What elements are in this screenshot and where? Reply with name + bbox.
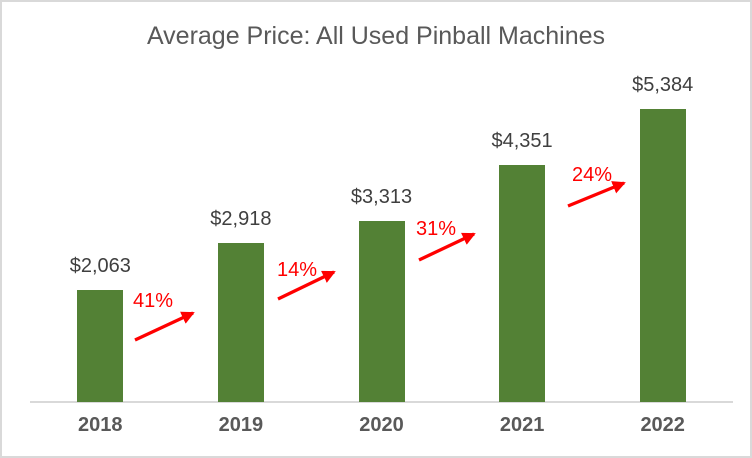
bar-2018	[77, 289, 124, 402]
value-label-2021: $4,351	[491, 129, 553, 152]
x-axis-line	[30, 401, 733, 403]
x-tick-2022: 2022	[640, 414, 685, 436]
value-label-2020: $3,313	[350, 186, 413, 209]
x-tick-2021: 2021	[499, 414, 545, 436]
value-label-2022: $5,384	[632, 73, 694, 96]
value-label-2019: $2,918	[210, 207, 272, 230]
bar-2021	[499, 164, 546, 402]
x-tick-2019: 2019	[218, 414, 264, 436]
chart-title: Average Price: All Used Pinball Machines	[146, 22, 606, 50]
x-tick-2020: 2020	[359, 414, 404, 436]
growth-label-2019-2020: 14%	[276, 259, 318, 281]
growth-label-2018-2019: 41%	[132, 290, 174, 312]
x-tick-2018: 2018	[78, 414, 123, 436]
growth-label-2021-2022: 24%	[571, 164, 613, 186]
bar-2019	[217, 242, 264, 402]
growth-arrow-2018-2019	[134, 311, 195, 342]
bar-2022	[639, 108, 686, 402]
growth-label-2020-2021: 31%	[415, 218, 457, 240]
value-label-2018: $2,063	[69, 254, 131, 277]
bar-2020	[358, 221, 405, 402]
